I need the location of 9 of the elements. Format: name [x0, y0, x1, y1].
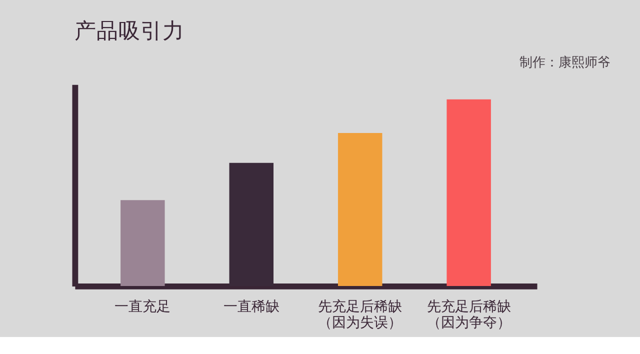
- x-tick-label: 一直充足: [114, 299, 171, 316]
- text: 制作：康熙师爷: [520, 56, 611, 71]
- bar: [446, 99, 491, 286]
- bar: [338, 132, 382, 286]
- bar: [120, 200, 165, 286]
- x-tick-label: 先充足后稀缺（因为失误）: [318, 299, 402, 331]
- x-tick-label: 先充足后稀缺（因为争夺）: [426, 299, 511, 331]
- x-tick-label: 一直稀缺: [223, 299, 280, 316]
- chart-title: 产品吸引力: [74, 19, 185, 44]
